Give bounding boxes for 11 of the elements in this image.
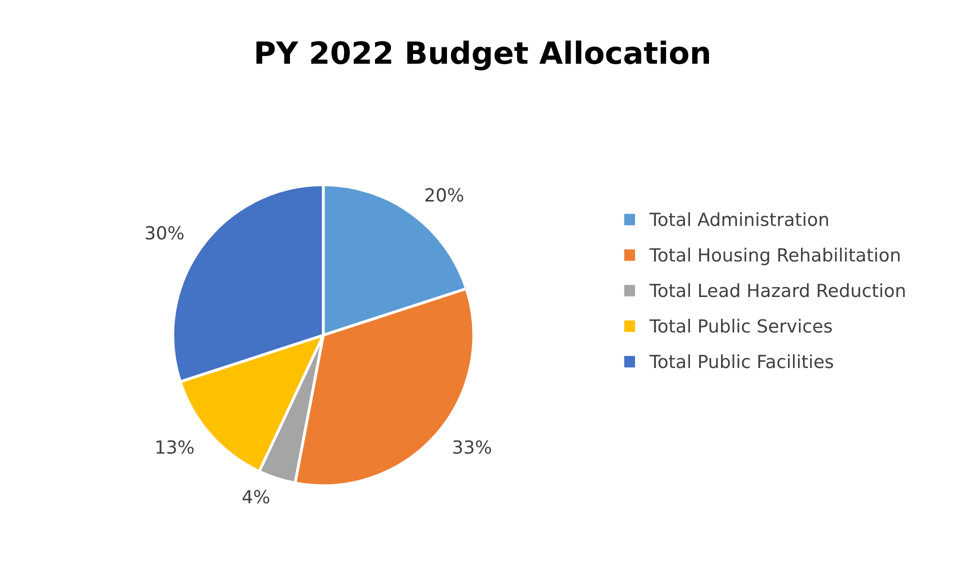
legend-label: Total Public Facilities (649, 354, 834, 368)
data-label: 4% (242, 490, 270, 504)
data-label: 20% (425, 188, 464, 202)
legend-label: Total Lead Hazard Reduction (649, 283, 905, 298)
data-label: 30% (146, 226, 184, 240)
legend-label: Total Housing Rehabilitation (649, 248, 900, 266)
data-label: 13% (156, 440, 194, 454)
legend-label: Total Public Services (649, 318, 832, 333)
chart-title: PY 2022 Budget Allocation (256, 40, 709, 70)
data-label: 33% (453, 440, 492, 454)
legend-label: Total Administration (649, 212, 828, 226)
